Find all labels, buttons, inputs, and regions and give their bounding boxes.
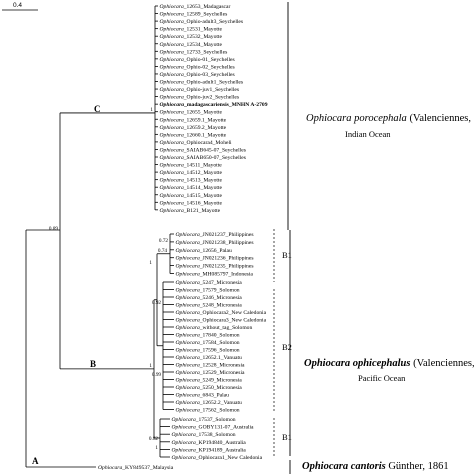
tip-label: Ophiocara_14514_Mayotte <box>160 185 223 191</box>
tip-label: Ophiocara_JN021236_Philippines <box>176 256 254 262</box>
region-porocephala: Indian Ocean <box>345 129 391 139</box>
tip-label: Ophiocara_12660.1_Mayotte <box>160 132 227 138</box>
tip-label: Ophiocara_JN021238_Philippines <box>176 240 254 246</box>
tip-label: Ophiocara_Ophio-02_Seychelles <box>160 64 235 70</box>
species-cantoris: Ophiocara cantoris Günther, 1861 <box>302 461 449 472</box>
tip-label: Ophiocara_12652.2_Vanuatu <box>176 400 243 406</box>
tip-label: Ophiocara_12659.2_Mayotte <box>160 125 227 131</box>
clade-label-a: A <box>32 456 39 466</box>
tip-label: Ophiocara_JN021235_Philippines <box>176 264 254 270</box>
species-ophicephalus: Ophiocara ophicephalus (Valenciennes, 18… <box>304 358 474 369</box>
tip-label: Ophiocara_12531_Mayotte <box>160 27 223 33</box>
tip-label: Ophiocara_5246_Micronesia <box>176 295 243 301</box>
scale-label: 0.4 <box>13 2 22 9</box>
support-value: 0.82 <box>149 436 158 442</box>
tip-label: Ophiocara_Ophio-01_Seychelles <box>160 57 235 63</box>
tip-label: Ophiocara_Ophiocara1_New Caledonia <box>172 455 263 461</box>
subclade-b1: B1 <box>282 250 292 260</box>
support-value: 1 <box>149 260 152 266</box>
tip-label: Ophiocara_SAIAB645-07_Seychelles <box>160 147 246 153</box>
tip-label: Ophiocara_17579_Solomon <box>176 288 240 294</box>
tip-label: Ophiocara_12589_Seychelles <box>160 12 228 18</box>
tree-tip-labels: Ophiocara_12653_Madagascar Ophiocara_1258… <box>98 4 268 471</box>
tip-label: Ophiocara_17538_Solomon <box>172 432 236 438</box>
tip-label: Ophiocara_12529_Micronesia <box>176 370 246 376</box>
tip-label: Ophiocara_17562_Solomon <box>176 408 240 414</box>
tip-label: Ophiocara_JN021237_Philippines <box>176 232 254 238</box>
tip-label: Ophiocara_Ophio-adult3_Seychelles <box>160 19 244 25</box>
clade-label-c: C <box>94 104 101 114</box>
tip-label: Ophiocara_17584_Solomon <box>176 340 240 346</box>
subclade-b2: B2 <box>282 342 292 352</box>
support-value: 0.89 <box>49 226 58 232</box>
tip-label: Ophiocara_14516_Mayotte <box>160 200 223 206</box>
tip-label: Ophiocara_14515_Mayotte <box>160 193 223 199</box>
tip-label: Ophiocara_17537_Solomon <box>172 417 236 423</box>
tip-label: Ophiocara_Ophiocara2_New Caledonia <box>176 310 267 316</box>
tip-label: Ophiocara_KY849537_Malaysia <box>98 465 174 471</box>
tip-label: Ophiocara_12655_Mayotte <box>160 110 223 116</box>
species-porocephala: Ophiocara porocephala (Valenciennes, 183… <box>306 113 474 124</box>
tip-label: Ophiocara_without_tag_Solomon <box>176 325 253 331</box>
support-value: 0.92 <box>152 300 161 306</box>
tip-label: Ophiocara_12653_Madagascar <box>160 4 231 10</box>
tip-label: Ophiocara_Ophio-juv2_Seychelles <box>160 95 240 101</box>
tip-label: Ophiocara_GOBY131-07_Australia <box>172 425 255 431</box>
tip-label: Ophiocara_KP194840_Australia <box>172 440 247 446</box>
tip-label: Ophiocara_Ophiocara4_Moheli <box>160 140 233 146</box>
clade-label-b: B <box>90 359 96 369</box>
tip-label: Ophiocara_12528_Micronesia <box>176 363 246 369</box>
tip-label: Ophiocara_12733_Seychelles <box>160 49 228 55</box>
tip-label: Ophiocara_Ophio-juv1_Seychelles <box>160 87 240 93</box>
support-value: 1 <box>149 363 152 369</box>
tip-label: Ophiocara_MH085797_Indonesia <box>176 272 254 278</box>
tip-label: Ophiocara_12656_Palau <box>176 248 232 254</box>
tip-label: Ophiocara_Ophio-adult1_Seychelles <box>160 80 244 86</box>
tip-label: Ophiocara_5247_Micronesia <box>176 280 243 286</box>
support-value: 0.74 <box>158 248 167 254</box>
support-value: 1 <box>155 445 158 451</box>
support-values: 1 0.74 0.72 0.92 0.99 0.82 1 1 1 0.89 <box>49 107 168 451</box>
tip-label: Ophiocara_madagascariensis_MNHN A-2709 <box>160 102 268 108</box>
tip-label: Ophiocara_SAIAB650-07_Seychelles <box>160 155 246 161</box>
tip-label: Ophiocara_KP194189_Australia <box>172 447 247 453</box>
tip-label: Ophiocara_12534_Mayotte <box>160 42 223 48</box>
tip-label: Ophiocara_5249_Micronesia <box>176 378 243 384</box>
tip-label: Ophiocara_Ophio-03_Seychelles <box>160 72 235 78</box>
tip-label: Ophiocara_12659.1_Mayotte <box>160 117 227 123</box>
region-ophicephalus: Pacific Ocean <box>358 373 406 383</box>
tip-label: Ophiocara_14511_Mayotte <box>160 163 223 169</box>
support-value: 1 <box>150 107 153 113</box>
tip-label: Ophiocara_14512_Mayotte <box>160 170 223 176</box>
tip-label: Ophiocara_Ophiocara3_New Caledonia <box>176 318 267 324</box>
tip-label: Ophiocara_17840_Solomon <box>176 333 240 339</box>
tree-branches <box>25 5 174 468</box>
tip-label: Ophiocara_12652.1_Vanuatu <box>176 355 243 361</box>
support-value: 0.99 <box>152 372 161 378</box>
tip-label: Ophiocara_5250_Micronesia <box>176 385 243 391</box>
tip-label: Ophiocara_6843_Palau <box>176 393 230 399</box>
tip-label: Ophiocara_12532_Mayotte <box>160 34 223 40</box>
tip-label: Ophiocara_5248_Micronesia <box>176 303 243 309</box>
tip-label: Ophiocara_17596_Solomon <box>176 348 240 354</box>
tip-label: Ophiocara_B121_Mayotte <box>160 208 221 214</box>
subclade-b1-lower: B1 <box>282 432 292 442</box>
tip-label: Ophiocara_14513_Mayotte <box>160 178 223 184</box>
support-value: 0.72 <box>159 238 168 244</box>
